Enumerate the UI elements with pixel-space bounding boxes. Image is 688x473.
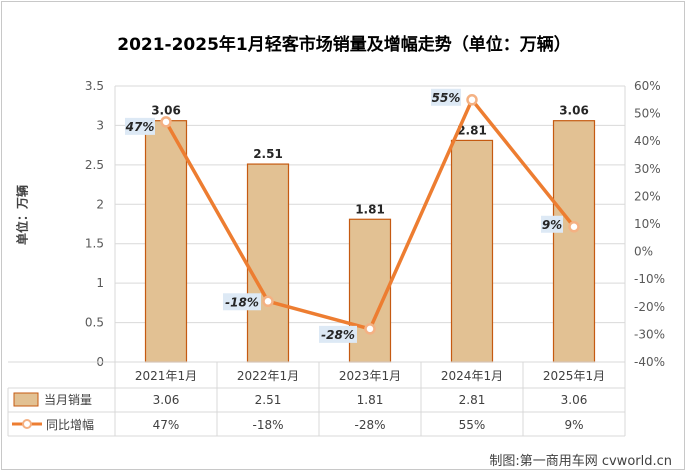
bar <box>246 163 290 363</box>
y-tick-label: 3.5 <box>85 79 104 93</box>
bar <box>552 120 596 363</box>
x-tick-label: 2023年1月 <box>339 369 401 383</box>
line-point <box>568 221 580 233</box>
y-tick-label: 1.5 <box>85 237 104 251</box>
y2-tick-label: 10% <box>634 217 661 231</box>
source-credit: 制图:第一商用车网 cvworld.cn <box>489 454 672 469</box>
table-cell: 1.81 <box>357 393 384 407</box>
table-cell: 55% <box>459 418 486 432</box>
legend-bar-label: 当月销量 <box>44 393 92 407</box>
y2-tick-label: 20% <box>634 189 661 203</box>
bar <box>144 120 188 363</box>
chart-title: 2021-2025年1月轻客市场销量及增幅走势（单位：万辆） <box>117 35 571 55</box>
y2-axis-ticks: -40% -30% -20% -10% 0% 10% 20% 30% 40% 50% 60% <box>634 79 665 369</box>
y-tick-label: 1 <box>96 276 104 290</box>
table-cell: 3.06 <box>561 393 588 407</box>
y-tick-label: 3 <box>96 118 104 132</box>
table-cell: 47% <box>153 418 180 432</box>
line-data-label: 47% <box>125 120 155 134</box>
x-tick-label: 2024年1月 <box>441 369 503 383</box>
x-tick-label: 2025年1月 <box>543 369 605 383</box>
table-cell: 3.06 <box>153 393 180 407</box>
legend-bar-swatch <box>13 392 39 407</box>
y2-tick-label: 50% <box>634 107 661 121</box>
line-label-box <box>431 88 461 106</box>
y2-tick-label: -10% <box>634 272 665 286</box>
bar-data-label: 3.06 <box>151 104 181 118</box>
x-tick-label: 2022年1月 <box>237 369 299 383</box>
y-tick-label: 2.5 <box>85 158 104 172</box>
line-data-label: 55% <box>432 91 461 105</box>
y2-tick-label: 40% <box>634 134 661 148</box>
y2-tick-label: -30% <box>634 327 665 341</box>
y-axis-ticks: 00.511.522.533.5 <box>85 79 104 369</box>
line-label-box <box>125 117 155 135</box>
table-cell: 2.81 <box>459 393 486 407</box>
bar-data-label: 1.81 <box>355 202 385 216</box>
table-cell: -18% <box>252 418 283 432</box>
x-tick-label: 2021年1月 <box>135 369 197 383</box>
y2-tick-label: -20% <box>634 300 665 314</box>
line-point <box>262 295 274 308</box>
y-tick-label: 2 <box>96 197 104 211</box>
line-label-box <box>223 293 261 311</box>
y2-tick-label: 30% <box>634 162 661 176</box>
bar-data-label: 2.81 <box>457 123 487 137</box>
table-cell: -28% <box>354 418 385 432</box>
table-cell: 9% <box>564 418 583 432</box>
line-point <box>364 323 376 335</box>
legend-line-label: 同比增幅 <box>46 417 94 432</box>
bar-data-label: 2.51 <box>253 147 283 161</box>
table-cell: 2.51 <box>255 393 282 407</box>
line-data-label: -28% <box>321 328 355 342</box>
legend-line-marker <box>22 419 32 429</box>
bar <box>450 139 494 363</box>
line-label-box <box>319 325 357 343</box>
y2-tick-label: 0% <box>634 245 653 259</box>
y2-tick-label: 60% <box>634 79 661 93</box>
y-tick-label: 0.5 <box>85 316 104 330</box>
line-data-label: -18% <box>225 295 259 309</box>
bar-data-label: 3.06 <box>559 104 589 118</box>
line-point <box>160 116 172 128</box>
line-data-label: 9% <box>542 218 562 232</box>
y2-tick-label: -40% <box>634 355 665 369</box>
line-series: 47% -18% -28% 55% 9% <box>125 88 580 343</box>
line-point <box>466 94 478 106</box>
line-label-box <box>541 215 563 233</box>
